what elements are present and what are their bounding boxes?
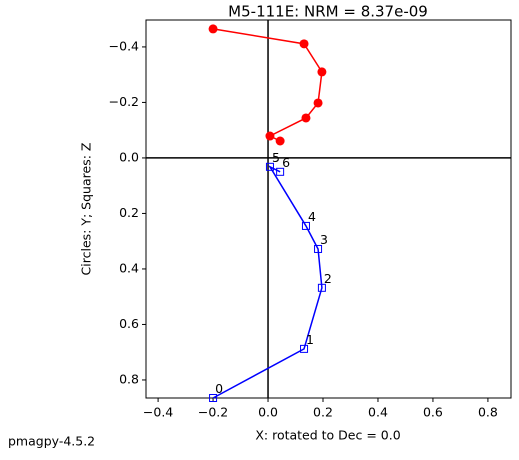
series-line — [212, 165, 323, 399]
point — [276, 167, 285, 176]
x-tick-label: 0.8 — [478, 405, 498, 420]
point — [265, 162, 274, 171]
point — [313, 98, 323, 108]
y-tick-label: 0.6 — [119, 316, 139, 331]
point-label: 4 — [308, 209, 316, 224]
y-tick-label: 0.0 — [119, 149, 139, 164]
y-tick-label: 0.4 — [119, 260, 139, 275]
point — [275, 136, 285, 146]
x-tick-label: 0.4 — [368, 405, 388, 420]
point — [208, 24, 218, 34]
point — [301, 113, 311, 123]
point — [301, 221, 310, 230]
plot-frame — [145, 19, 512, 399]
y-tick-label: −0.4 — [109, 38, 139, 53]
footer: pmagpy-4.5.2 — [8, 434, 95, 449]
x-tick-label: 0.2 — [313, 405, 333, 420]
point-label: 0 — [215, 381, 223, 396]
x-tick-label: 0.6 — [423, 405, 443, 420]
x-tick-label: 0.0 — [258, 405, 278, 420]
point — [300, 344, 309, 353]
y-tick-label: −0.2 — [109, 94, 139, 109]
y-tick-label: 0.8 — [119, 371, 139, 386]
point — [317, 283, 326, 292]
y-axis-label: Circles: Y; Squares: Z — [79, 143, 94, 276]
point-label: 1 — [306, 332, 314, 347]
point-label: 2 — [324, 271, 332, 286]
point — [265, 131, 275, 141]
point — [209, 394, 218, 402]
point-label: 5 — [272, 150, 280, 165]
point-label: 6 — [282, 155, 290, 170]
x-tick-label: −0.4 — [143, 405, 173, 420]
point-label: 3 — [320, 232, 328, 247]
point — [317, 67, 327, 77]
chart-title: M5-111E: NRM = 8.37e-09 — [228, 3, 428, 21]
y-tick-label: 0.2 — [119, 205, 139, 220]
x-tick-label: −0.2 — [198, 405, 228, 420]
point — [314, 244, 323, 253]
point — [299, 39, 309, 49]
x-axis-label: X: rotated to Dec = 0.0 — [255, 428, 400, 443]
